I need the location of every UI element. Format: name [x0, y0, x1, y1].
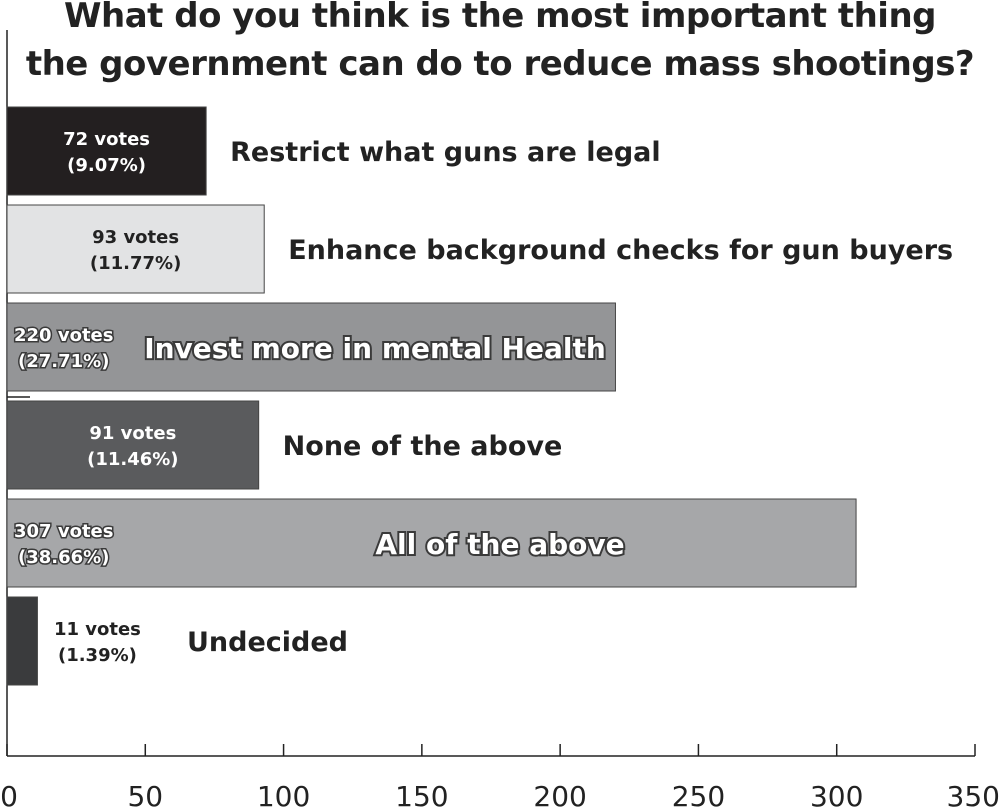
bar-votes-label: 72 votes [63, 129, 150, 150]
bar-category-label: None of the above [283, 431, 563, 462]
x-tick-label: 250 [672, 780, 725, 809]
bar-percent-label: (9.07%) [67, 155, 146, 176]
bar [6, 400, 260, 490]
chart-title-line-1: What do you think is the most important … [64, 0, 937, 36]
bar-percent-label: (1.39%) [58, 645, 137, 666]
bar-category-label: Undecided [187, 627, 348, 658]
bar [6, 498, 857, 588]
x-tick-label: 150 [395, 780, 448, 809]
bar-votes-label: 91 votes [89, 423, 176, 444]
bar-percent-label: (11.77%) [90, 253, 181, 274]
bar [6, 302, 616, 392]
bar [6, 204, 265, 294]
x-tick-label: 300 [810, 780, 863, 809]
x-tick-label: 0 [0, 780, 18, 809]
x-tick-label: 50 [127, 780, 163, 809]
bar-category-label: All of the above [375, 528, 624, 561]
bar [6, 106, 207, 196]
bar-votes-label: 11 votes [54, 619, 141, 640]
bar [6, 596, 38, 686]
bar-category-label: Restrict what guns are legal [230, 137, 661, 168]
bar-percent-label: (27.71%) [18, 351, 109, 372]
bar-votes-label: 93 votes [92, 227, 179, 248]
chart-title-line-2: the government can do to reduce mass sho… [25, 44, 975, 84]
x-tick-label: 200 [533, 780, 586, 809]
x-tick-label: 350 [947, 780, 1000, 809]
bar-category-label: Invest more in mental Health [144, 332, 606, 365]
bar-votes-label: 307 votes [14, 521, 113, 542]
bar-category-label: Enhance background checks for gun buyers [288, 235, 953, 266]
bar-votes-label: 220 votes [14, 325, 113, 346]
bar-percent-label: (11.46%) [87, 449, 178, 470]
x-tick-label: 100 [257, 780, 310, 809]
bar-percent-label: (38.66%) [18, 547, 109, 568]
